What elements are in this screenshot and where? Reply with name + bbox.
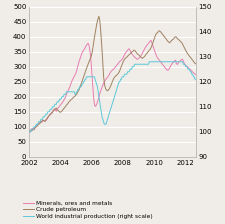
Line: World industrial production (right scale): World industrial production (right scale… [29,62,196,132]
Minerals, ores and metals [156,57,159,60]
Crude petroleum [194,62,197,65]
Minerals, ores and metals [149,39,152,42]
Crude petroleum [156,31,159,34]
Minerals, ores and metals [70,82,72,85]
World industrial production (right scale) [148,60,151,63]
Crude petroleum [65,104,68,107]
Crude petroleum [125,56,127,59]
Crude petroleum [28,131,31,134]
Legend: Minerals, ores and metals, Crude petroleum, World industrial production (right s: Minerals, ores and metals, Crude petrole… [21,198,155,221]
World industrial production (right scale) [156,60,159,63]
Crude petroleum [170,40,172,43]
World industrial production (right scale) [124,73,127,75]
World industrial production (right scale) [70,90,72,93]
World industrial production (right scale) [170,60,172,63]
Minerals, ores and metals [65,93,68,96]
Crude petroleum [98,15,100,18]
Minerals, ores and metals [124,52,127,55]
World industrial production (right scale) [28,130,31,133]
Line: Crude petroleum: Crude petroleum [29,16,196,132]
World industrial production (right scale) [122,75,125,78]
World industrial production (right scale) [65,90,68,93]
Minerals, ores and metals [28,129,31,132]
Line: Minerals, ores and metals: Minerals, ores and metals [29,40,196,130]
Minerals, ores and metals [194,73,197,76]
Minerals, ores and metals [170,64,172,67]
Crude petroleum [123,58,126,60]
Crude petroleum [70,98,72,101]
World industrial production (right scale) [194,78,197,81]
Minerals, ores and metals [122,55,125,58]
